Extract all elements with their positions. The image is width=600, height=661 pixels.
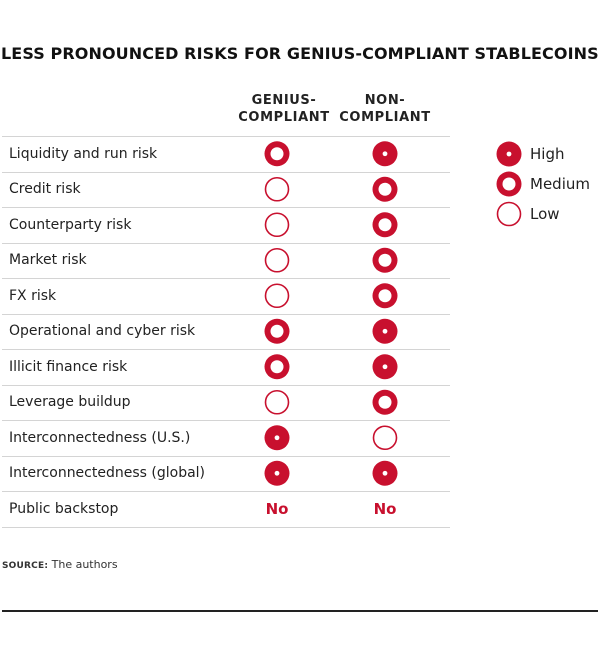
- legend-label-low: Low: [530, 205, 560, 223]
- risk-marker-medium: [372, 283, 398, 309]
- row-divider: [2, 207, 450, 208]
- risk-marker-low: [264, 247, 290, 273]
- risk-marker-low: [264, 389, 290, 415]
- legend-marker-high: [496, 141, 522, 167]
- column-header-line: NON-: [364, 93, 406, 108]
- risk-marker-medium: [264, 318, 290, 344]
- row-label: Interconnectedness (U.S.): [9, 429, 191, 446]
- row-divider: [2, 349, 450, 350]
- row-label: Illicit finance risk: [9, 358, 128, 375]
- legend-marker-medium: [496, 171, 522, 197]
- row-label: Public backstop: [9, 500, 119, 517]
- column-header-non-compliant: NON- COMPLIANT: [335, 92, 435, 126]
- legend-marker-low: [496, 201, 522, 227]
- risk-marker-medium: [372, 212, 398, 238]
- risk-marker-medium: [264, 354, 290, 380]
- chart-title: LESS PRONOUNCED RISKS FOR GENIUS-COMPLIA…: [1, 44, 599, 63]
- source-prefix: SOURCE:: [2, 561, 49, 571]
- legend-label-high: High: [530, 145, 565, 163]
- risk-marker-high: [372, 141, 398, 167]
- row-divider: [2, 171, 450, 173]
- row-divider: [2, 242, 450, 244]
- risk-marker-medium: [372, 389, 398, 415]
- source-note: SOURCE: The authors: [2, 558, 118, 571]
- column-header-line: COMPLIANT: [339, 110, 431, 125]
- row-divider: [2, 526, 450, 528]
- risk-marker-low: [372, 425, 398, 451]
- source-text: The authors: [51, 558, 118, 571]
- row-label: FX risk: [9, 287, 57, 304]
- row-divider: [2, 384, 450, 386]
- backstop-value: No: [265, 499, 289, 518]
- row-label: Market risk: [9, 252, 87, 269]
- column-header-genius-compliant: GENIUS- COMPLIANT: [234, 92, 334, 126]
- row-divider: [2, 491, 450, 492]
- risk-marker-medium: [264, 141, 290, 167]
- row-label: Liquidity and run risk: [9, 145, 158, 162]
- risk-marker-medium: [372, 247, 398, 273]
- legend-label-medium: Medium: [530, 175, 590, 193]
- risk-marker-low: [264, 212, 290, 238]
- backstop-value: No: [373, 499, 397, 518]
- risk-marker-low: [264, 176, 290, 202]
- risk-marker-high: [372, 460, 398, 486]
- row-label: Leverage buildup: [9, 394, 131, 411]
- row-divider: [2, 455, 450, 457]
- risk-marker-low: [264, 283, 290, 309]
- column-header-line: COMPLIANT: [238, 110, 330, 125]
- bottom-rule: [2, 610, 598, 612]
- row-divider: [2, 313, 450, 315]
- row-label: Counterparty risk: [9, 216, 132, 233]
- risk-marker-high: [264, 425, 290, 451]
- risk-marker-high: [264, 460, 290, 486]
- column-header-line: GENIUS-: [251, 93, 317, 108]
- row-divider: [2, 420, 450, 421]
- row-divider: [2, 136, 450, 137]
- row-label: Interconnectedness (global): [9, 465, 206, 482]
- row-label: Credit risk: [9, 181, 81, 198]
- risk-marker-high: [372, 354, 398, 380]
- row-label: Operational and cyber risk: [9, 323, 196, 340]
- row-divider: [2, 278, 450, 279]
- risk-marker-medium: [372, 176, 398, 202]
- risk-marker-high: [372, 318, 398, 344]
